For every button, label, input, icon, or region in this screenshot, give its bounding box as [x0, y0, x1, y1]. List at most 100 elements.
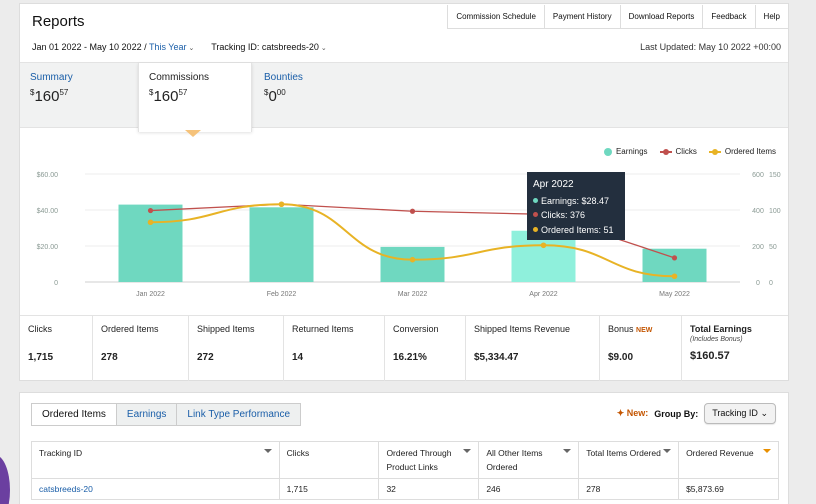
tab-earnings[interactable]: Earnings: [115, 404, 177, 425]
summary-tabs: Summary $16057 Commissions $16057 Bounti…: [20, 62, 788, 132]
report-tabs: Ordered Items Earnings Link Type Perform…: [31, 403, 302, 426]
active-tab-pointer: [185, 130, 201, 137]
period-label: This Year: [148, 42, 187, 52]
commission-schedule-link[interactable]: Commission Schedule: [456, 12, 536, 21]
clicks-swatch: [659, 148, 672, 155]
reports-panel: Reports Commission Schedule Payment Hist…: [19, 3, 789, 381]
sort-caret-icon: [263, 449, 272, 453]
tab-commissions-amount: $16057: [149, 88, 188, 105]
top-links: Commission Schedule Payment History Down…: [447, 5, 788, 29]
ordered-items-swatch: [708, 148, 721, 155]
background-decoration: [0, 455, 10, 504]
tracking-id-label: Tracking ID: catsbreeds-20: [211, 42, 319, 52]
right-axis-tick-ordered: 150: [769, 172, 781, 179]
tab-ordered-items[interactable]: Ordered Items: [32, 404, 116, 425]
earnings-swatch: [603, 147, 612, 156]
feedback-link[interactable]: Feedback: [702, 5, 754, 28]
clicks-point: [147, 207, 154, 214]
x-axis-tick: May 2022: [659, 291, 690, 298]
clicks-point: [671, 255, 678, 261]
report-table-panel: Ordered Items Earnings Link Type Perform…: [19, 392, 789, 504]
right-axis-tick-clicks: 400: [752, 208, 764, 215]
legend-ordered-items[interactable]: Ordered Items: [708, 147, 776, 156]
download-reports-link[interactable]: Download Reports: [619, 5, 703, 28]
ordered-items-point: [147, 219, 154, 226]
x-axis-tick: Apr 2022: [529, 291, 558, 298]
new-badge: NEW: [636, 327, 653, 334]
legend-clicks-label: Clicks: [675, 147, 697, 156]
stat-shipped-items: Shipped Items 272: [188, 316, 283, 381]
col-ordered-revenue[interactable]: Ordered Revenue: [678, 441, 779, 479]
right-axis-tick-clicks: 0: [756, 280, 760, 287]
tab-bounties-amount: $000: [264, 88, 286, 105]
left-axis-tick: $40.00: [37, 208, 59, 215]
period-dropdown[interactable]: This Year ⌄: [149, 42, 194, 52]
chart-legend: Earnings Clicks Ordered Items: [603, 147, 776, 156]
sort-caret-icon: [663, 449, 672, 453]
x-axis-tick: Jan 2022: [136, 291, 165, 298]
tab-summary[interactable]: Summary $16057: [20, 63, 138, 129]
tooltip-clicks: Clicks: 376: [533, 208, 619, 223]
tracking-id-dropdown[interactable]: Tracking ID: catsbreeds-20 ⌄: [211, 42, 327, 52]
cell-ordered-through: 32: [378, 478, 480, 500]
stat-bonus: Bonus NEW $9.00: [599, 316, 681, 381]
payment-history-link[interactable]: Payment History: [543, 5, 620, 28]
right-axis-tick-clicks: 200: [752, 244, 764, 251]
sort-caret-icon: [563, 449, 572, 453]
table-header-row: Tracking ID Clicks Ordered Through Produ…: [31, 441, 779, 479]
table-row: catsbreeds-20 1,715 32 246 278 $5,873.69: [31, 478, 779, 500]
stat-clicks: Clicks 1,715: [28, 324, 54, 363]
stat-returned-items: Returned Items 14: [283, 316, 384, 381]
right-axis-tick-clicks: 600: [752, 172, 764, 179]
earnings-bar: [380, 246, 445, 282]
x-axis-tick: Mar 2022: [398, 291, 428, 298]
group-by-select[interactable]: Tracking ID ⌄: [704, 403, 776, 424]
ordered-items-point: [540, 242, 547, 249]
date-range: Jan 01 2022 - May 10 2022 /: [32, 42, 147, 52]
earnings-bar: [249, 207, 314, 282]
help-link[interactable]: Help: [754, 5, 788, 28]
tab-commissions[interactable]: Commissions $16057: [138, 63, 252, 132]
cell-tracking-id[interactable]: catsbreeds-20: [31, 478, 280, 500]
chart-tooltip: Apr 2022 Earnings: $28.47 Clicks: 376 Or…: [527, 172, 625, 240]
stat-shipped-revenue: Shipped Items Revenue $5,334.47: [465, 316, 599, 381]
cell-total-items: 278: [578, 478, 680, 500]
right-axis-tick-ordered: 50: [769, 244, 777, 251]
last-updated: Last Updated: May 10 2022 +00:00: [640, 42, 781, 52]
report-table: Tracking ID Clicks Ordered Through Produ…: [31, 441, 779, 500]
earnings-bar: [118, 204, 183, 282]
new-feature-label: ✦ New:: [616, 408, 649, 418]
tab-bounties[interactable]: Bounties $000: [254, 63, 364, 129]
col-all-other-items[interactable]: All Other Items Ordered: [478, 441, 580, 479]
tooltip-earnings: Earnings: $28.47: [533, 194, 619, 209]
col-tracking-id[interactable]: Tracking ID: [31, 441, 280, 479]
stat-ordered-items: Ordered Items 278: [92, 316, 188, 381]
tab-link-type-performance[interactable]: Link Type Performance: [176, 404, 301, 425]
stat-total-earnings: Total Earnings (Includes Bonus) $160.57: [681, 316, 788, 381]
left-axis-tick: $60.00: [37, 172, 59, 179]
cell-ordered-revenue: $5,873.69: [678, 478, 779, 500]
tab-summary-amount: $16057: [30, 88, 69, 105]
clicks-bullet-icon: [533, 212, 538, 217]
col-clicks[interactable]: Clicks: [278, 441, 380, 479]
earnings-chart: $60.00 600 150 $40.00 400 100 $20.00 200 50 0 0 0 Ja…: [37, 172, 781, 298]
chevron-down-icon: ⌄: [188, 45, 195, 52]
legend-earnings-label: Earnings: [615, 147, 648, 156]
cell-clicks: 1,715: [278, 478, 380, 500]
tab-summary-label: Summary: [30, 72, 73, 83]
legend-clicks[interactable]: Clicks: [659, 147, 697, 156]
tooltip-ordered: Ordered Items: 51: [533, 223, 619, 238]
page-title: Reports: [32, 13, 85, 30]
right-axis-tick-ordered: 0: [769, 280, 773, 287]
col-ordered-through[interactable]: Ordered Through Product Links: [378, 441, 480, 479]
tab-commissions-label: Commissions: [149, 72, 210, 83]
sort-caret-icon: [763, 449, 771, 453]
stats-row: Clicks 1,715 Ordered Items 278 Shipped Ite…: [20, 315, 788, 381]
col-total-items[interactable]: Total Items Ordered: [578, 441, 680, 479]
ordered-items-point: [278, 201, 285, 208]
earnings-bullet-icon: [533, 197, 538, 203]
ordered-items-point: [671, 273, 678, 280]
legend-earnings[interactable]: Earnings: [603, 147, 648, 156]
date-range-row: Jan 01 2022 - May 10 2022 / This Year ⌄ T…: [32, 42, 327, 52]
tab-bounties-label: Bounties: [264, 72, 303, 83]
